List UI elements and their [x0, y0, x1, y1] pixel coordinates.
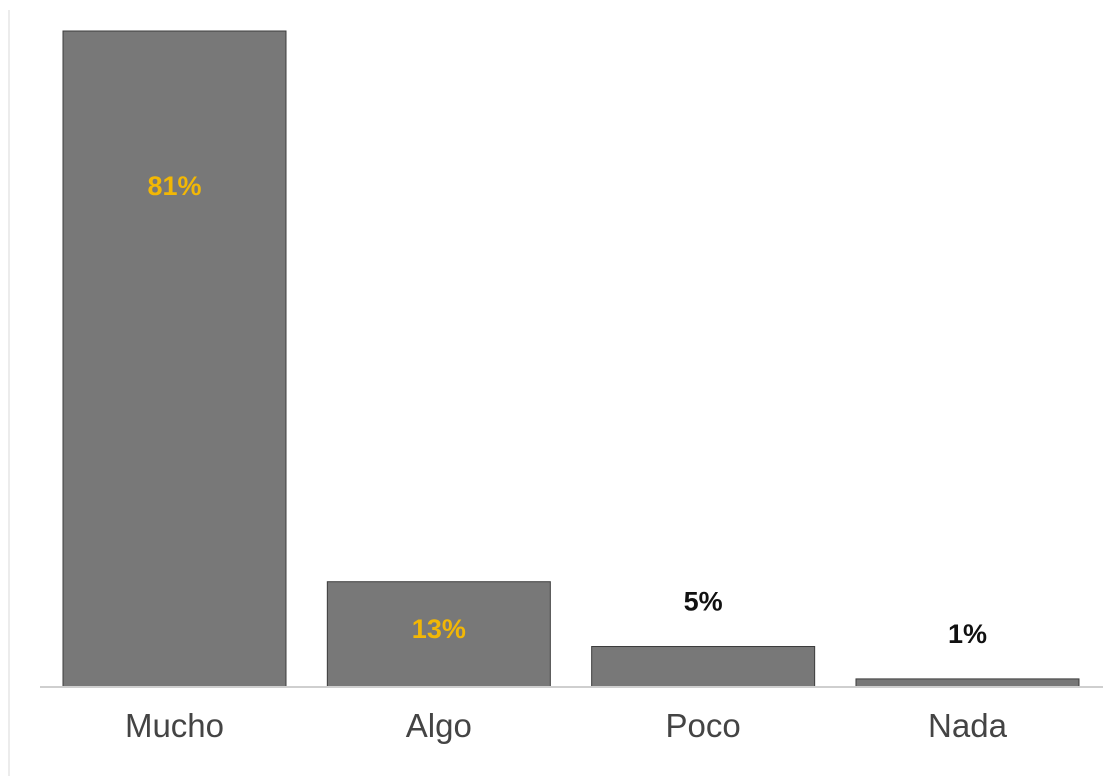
x-tick-labels-layer: Mucho Algo Poco Nada	[125, 707, 1008, 744]
data-label-nada: 1%	[948, 619, 987, 649]
bar-mucho	[62, 30, 287, 688]
data-label-poco: 5%	[684, 587, 723, 617]
x-tick-label-nada: Nada	[928, 707, 1008, 744]
bars-layer	[62, 30, 1080, 688]
bar-nada	[855, 678, 1080, 688]
bar-poco	[591, 646, 816, 688]
x-tick-label-mucho: Mucho	[125, 707, 224, 744]
data-labels-layer: 81% 13% 5% 1%	[147, 171, 987, 649]
data-label-mucho: 81%	[147, 171, 201, 201]
data-label-algo: 13%	[412, 614, 466, 644]
x-tick-label-algo: Algo	[406, 707, 472, 744]
x-tick-label-poco: Poco	[666, 707, 741, 744]
